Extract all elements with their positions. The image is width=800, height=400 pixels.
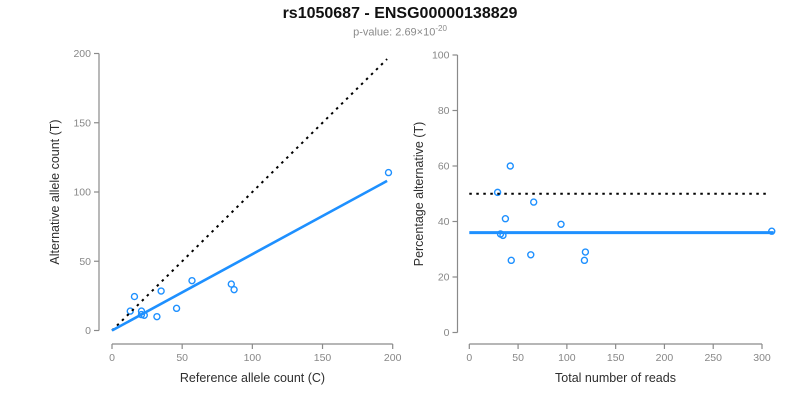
allele-counts-scatter-ytick-label: 100: [73, 187, 91, 199]
right-plot-yaxis-title: Percentage alternative (T): [412, 121, 426, 267]
percentage-vs-reads-scatter-ytick-label: 60: [438, 161, 450, 173]
allele-counts-scatter-data-point: [384, 168, 393, 177]
percentage-vs-reads-scatter-data-point: [493, 188, 502, 197]
percentage-vs-reads-scatter-xtick-label: 100: [558, 352, 576, 364]
percentage-vs-reads-scatter-ytick-label: 20: [438, 272, 450, 284]
allele-counts-scatter-data-point: [130, 292, 139, 301]
allele-counts-scatter-ytick-label: 200: [73, 48, 91, 60]
allele-counts-scatter-data-point: [188, 276, 196, 285]
percentage-vs-reads-scatter-xtick-label: 50: [512, 352, 524, 364]
pvalue-text: p-value: 2.69×10: [353, 26, 436, 39]
pvalue-exponent: -20: [435, 24, 447, 33]
identity-line: [111, 58, 388, 332]
percentage-vs-reads-scatter-ytick-label: 40: [438, 216, 450, 228]
allele-counts-scatter-xtick-label: 100: [244, 352, 262, 364]
percentage-vs-reads-scatter-xtick-label: 150: [607, 352, 625, 364]
percentage-vs-reads-scatter-data-point: [507, 256, 515, 265]
allele-counts-scatter-ytick-label: 0: [85, 325, 91, 337]
allele-counts-scatter-ytick-label: 150: [73, 117, 91, 129]
allele-counts-scatter-xtick-label: 50: [176, 352, 188, 364]
percentage-vs-reads-scatter-data-point: [527, 251, 535, 259]
figure-title: rs1050687 - ENSG00000138829: [282, 5, 518, 22]
percentage-vs-reads-scatter-data-point: [506, 162, 514, 170]
allele-counts-scatter-data-point: [227, 280, 235, 288]
percentage-vs-reads-scatter-xtick-label: 0: [466, 352, 472, 364]
allele-counts-scatter-data-point: [126, 307, 134, 315]
percentage-vs-reads-scatter-data-point: [501, 215, 510, 223]
figure-pvalue-subtitle: p-value: 2.69×10-20: [0, 24, 800, 39]
allele-counts-scatter-ytick-label: 50: [79, 256, 91, 268]
left-plot-yaxis-title: Alternative allele count (T): [48, 119, 62, 265]
allele-counts-scatter-data-point: [153, 312, 161, 321]
allele-counts-scatter-xtick-label: 0: [109, 352, 115, 364]
allele-counts-scatter-data-point: [230, 285, 238, 294]
fit-line: [111, 179, 388, 332]
percentage-vs-reads-scatter-ytick-label: 100: [432, 50, 450, 62]
percentage-vs-reads-scatter-data-point: [529, 198, 538, 206]
percentage-vs-reads-scatter-data-point: [581, 248, 590, 256]
percentage-vs-reads-scatter-ytick-label: 0: [444, 327, 450, 339]
percentage-vs-reads-scatter-data-point: [580, 256, 589, 265]
allele-counts-scatter-xtick-label: 200: [384, 352, 402, 364]
right-plot-xaxis-title: Total number of reads: [555, 371, 676, 385]
percentage-vs-reads-scatter-ytick-label: 80: [438, 105, 450, 117]
percentage-vs-reads-scatter-xtick-label: 200: [656, 352, 674, 364]
allele-counts-scatter-data-point: [157, 287, 165, 295]
percentage-vs-reads-scatter-xtick-label: 250: [704, 352, 722, 364]
percentage-vs-reads-scatter-data-point: [557, 220, 565, 228]
percentage-vs-reads-scatter-xtick-label: 300: [753, 352, 771, 364]
allele-counts-scatter-xtick-label: 150: [314, 352, 332, 364]
allele-counts-scatter-data-point: [172, 304, 181, 313]
left-plot-xaxis-title: Reference allele count (C): [179, 371, 326, 385]
